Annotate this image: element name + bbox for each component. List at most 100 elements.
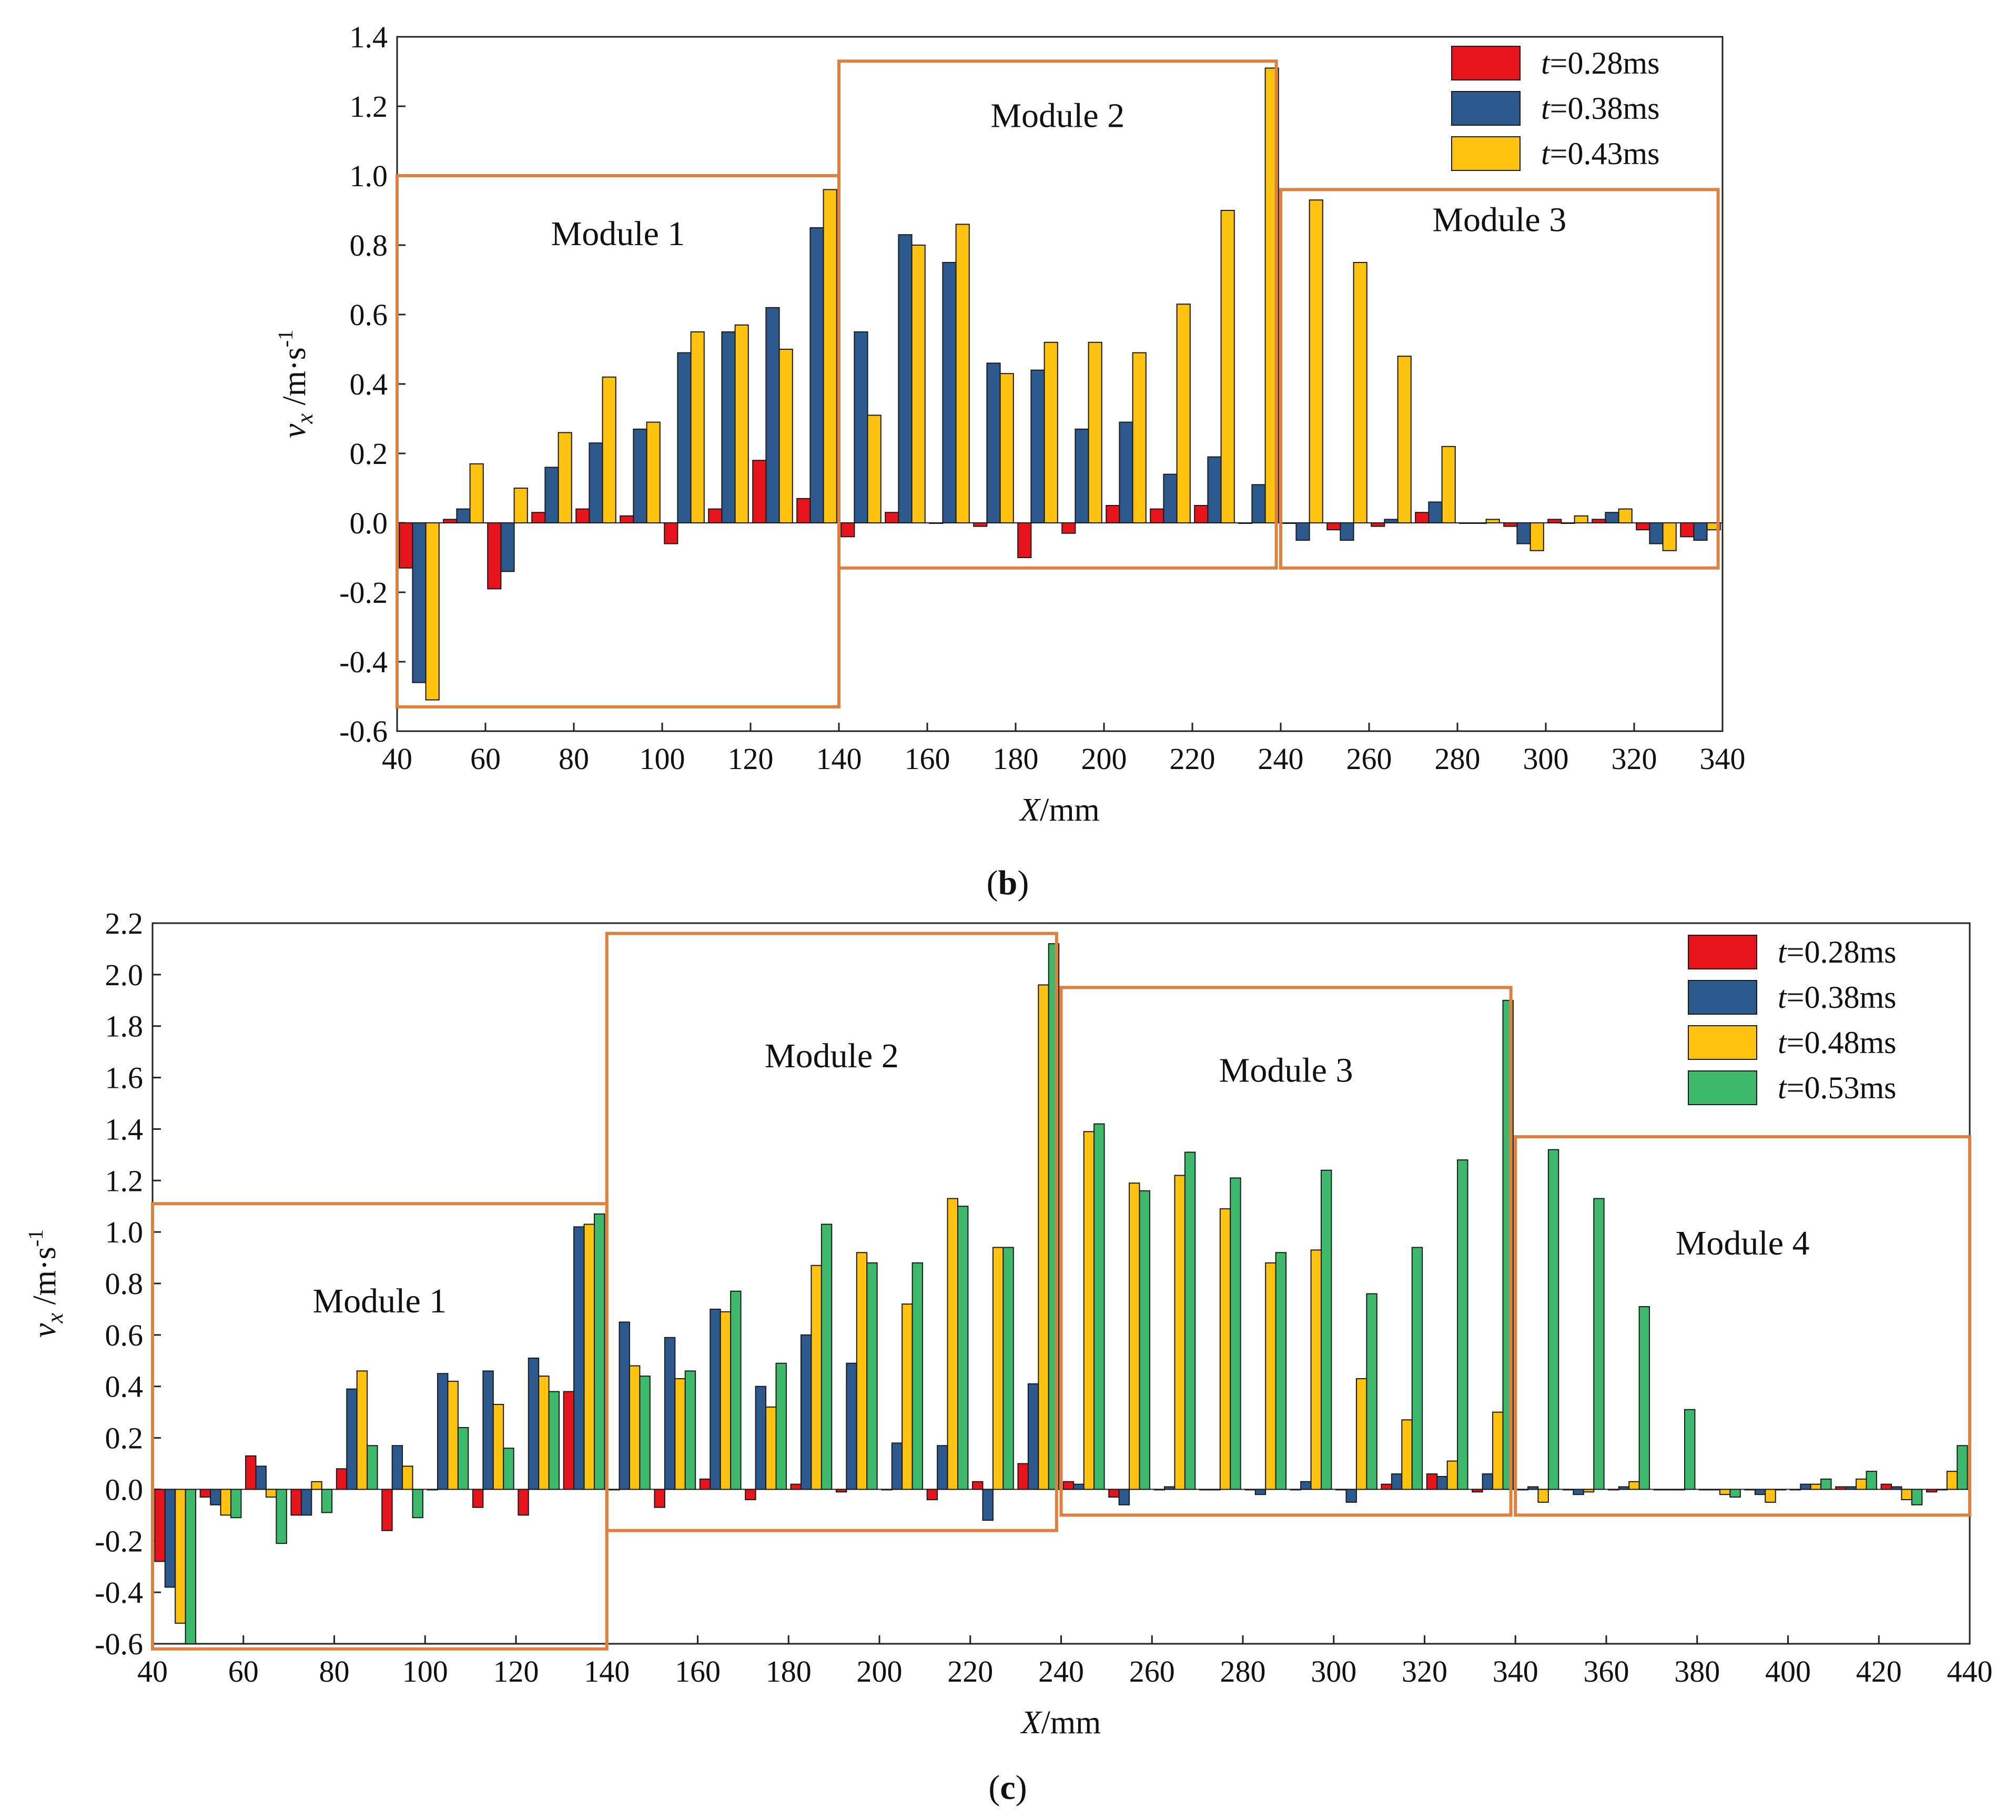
bar bbox=[290, 1489, 302, 1516]
bar bbox=[1891, 1486, 1902, 1490]
bar bbox=[255, 1465, 267, 1490]
y-tick-label: 0.6 bbox=[105, 1318, 144, 1352]
bar bbox=[558, 432, 572, 524]
bar bbox=[1230, 1177, 1241, 1490]
y-tick-label: 2.0 bbox=[105, 958, 144, 992]
bar bbox=[1593, 1198, 1605, 1490]
bar bbox=[346, 1388, 358, 1490]
bar bbox=[500, 522, 515, 572]
bar bbox=[583, 1224, 595, 1490]
x-tick-label: 140 bbox=[584, 1654, 630, 1688]
legend-label: t=0.43ms bbox=[1541, 136, 1660, 171]
bar bbox=[1653, 1489, 1665, 1491]
y-axis: -0.6 -0.4 -0.2 0.0 0.2 0.4 0.6 0.8 1.0 1.2 1.4 1.6 1… bbox=[95, 906, 161, 1661]
bar bbox=[1866, 1471, 1877, 1490]
bar bbox=[664, 522, 678, 544]
bar bbox=[745, 1489, 756, 1500]
x-tick-label: 200 bbox=[857, 1654, 903, 1688]
bar bbox=[437, 1373, 449, 1490]
legend-label: t=0.28ms bbox=[1778, 935, 1897, 969]
bar bbox=[1957, 1445, 1968, 1490]
x-tick-label: 340 bbox=[1700, 742, 1746, 776]
bar bbox=[1265, 1262, 1277, 1490]
module-label: Module 4 bbox=[1676, 1224, 1810, 1262]
bar bbox=[503, 1448, 514, 1490]
x-tick-label: 280 bbox=[1435, 742, 1481, 776]
bar bbox=[1719, 1489, 1731, 1495]
bar bbox=[154, 1489, 166, 1562]
bar bbox=[1562, 1489, 1574, 1491]
bar bbox=[721, 331, 736, 523]
y-tick-label: -0.4 bbox=[95, 1575, 143, 1610]
bar bbox=[835, 1489, 847, 1493]
bar bbox=[1638, 1306, 1650, 1490]
bar bbox=[589, 442, 603, 524]
x-tick-label: 340 bbox=[1493, 1654, 1538, 1688]
chart-c: -0.6 -0.4 -0.2 0.0 0.2 0.4 0.6 0.8 1.0 1.2 1.4 1.6 1… bbox=[24, 906, 1993, 1807]
bar bbox=[544, 467, 559, 524]
bar bbox=[654, 1489, 665, 1508]
bar bbox=[1436, 1475, 1448, 1490]
legend: t=0.28ms t=0.38ms t=0.43ms bbox=[1451, 46, 1660, 171]
bar bbox=[1800, 1483, 1811, 1490]
x-tick-label: 80 bbox=[559, 742, 589, 776]
bar bbox=[1547, 519, 1562, 524]
bar bbox=[1163, 473, 1178, 523]
series-t-0-28ms bbox=[154, 1391, 1938, 1562]
bar bbox=[926, 1489, 938, 1500]
bar bbox=[391, 1445, 403, 1490]
bar bbox=[593, 1213, 605, 1490]
bar bbox=[1340, 522, 1354, 541]
x-tick-label: 140 bbox=[816, 742, 862, 776]
bar bbox=[720, 1311, 732, 1490]
bar bbox=[573, 1226, 585, 1490]
x-tick-label: 440 bbox=[1947, 1654, 1993, 1688]
bar bbox=[1061, 522, 1076, 534]
bar bbox=[646, 421, 661, 523]
y-tick-label: 1.4 bbox=[105, 1112, 144, 1146]
x-tick-label: 320 bbox=[1612, 742, 1657, 776]
bar bbox=[1164, 1486, 1176, 1490]
series-t-0-43ms bbox=[425, 67, 1721, 701]
bar bbox=[690, 331, 705, 523]
bar bbox=[1503, 522, 1518, 527]
bar bbox=[866, 1262, 878, 1490]
x-tick-label: 180 bbox=[766, 1654, 812, 1688]
bar bbox=[999, 373, 1014, 523]
x-tick-label: 100 bbox=[640, 742, 685, 776]
bar bbox=[381, 1489, 393, 1531]
y-tick-label: 2.2 bbox=[105, 906, 144, 941]
bar bbox=[957, 1206, 969, 1490]
legend-label: t=0.48ms bbox=[1778, 1025, 1897, 1060]
bar bbox=[1605, 512, 1619, 524]
bar bbox=[796, 498, 811, 523]
bar bbox=[1174, 1175, 1186, 1490]
x-tick-label: 400 bbox=[1765, 1654, 1811, 1688]
bar bbox=[1353, 262, 1367, 523]
y-tick-label: -0.2 bbox=[95, 1524, 143, 1558]
bar bbox=[755, 1386, 767, 1490]
bars bbox=[399, 67, 1721, 701]
y-tick-label: 0.2 bbox=[105, 1421, 144, 1455]
bar bbox=[1901, 1489, 1912, 1500]
bar bbox=[955, 224, 970, 523]
bar bbox=[619, 1321, 630, 1490]
bar bbox=[1517, 1489, 1529, 1491]
bar bbox=[443, 519, 458, 524]
bar bbox=[1636, 522, 1650, 531]
legend-swatch bbox=[1451, 46, 1521, 80]
bar bbox=[1845, 1486, 1857, 1490]
x-tick-label: 100 bbox=[402, 1654, 448, 1688]
bar bbox=[901, 1303, 913, 1490]
bar bbox=[1765, 1489, 1776, 1503]
bar bbox=[1537, 1489, 1549, 1503]
legend-swatch bbox=[1451, 91, 1521, 126]
bar bbox=[245, 1455, 257, 1490]
module-label: Module 1 bbox=[312, 1282, 447, 1320]
bar bbox=[609, 1489, 620, 1491]
bar bbox=[482, 1370, 494, 1490]
bar bbox=[891, 1442, 903, 1490]
bar bbox=[1492, 1411, 1504, 1490]
plot-frame bbox=[396, 36, 1724, 732]
bar bbox=[1628, 1481, 1640, 1490]
